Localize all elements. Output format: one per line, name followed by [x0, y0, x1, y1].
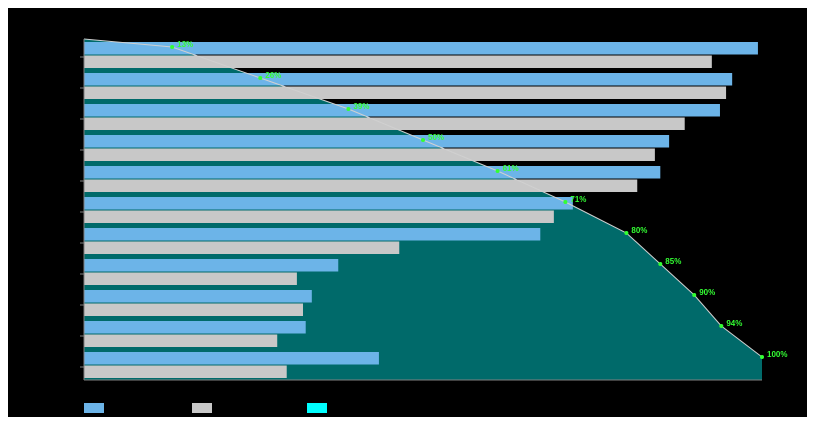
bar [84, 303, 303, 316]
data-label: 13% [177, 40, 193, 49]
line-marker [170, 45, 175, 49]
legend-swatch [307, 403, 327, 413]
data-label: 94% [726, 319, 742, 328]
bar [84, 290, 312, 303]
line-marker [692, 293, 697, 297]
line-marker [719, 324, 724, 328]
line-marker [495, 169, 500, 173]
bar [84, 197, 573, 210]
bar [84, 228, 541, 241]
bar [84, 241, 400, 254]
bar [84, 86, 727, 99]
data-label: 26% [265, 71, 281, 80]
bar [84, 365, 287, 378]
line-marker [760, 355, 764, 359]
bar [84, 135, 670, 148]
line-marker [563, 200, 568, 204]
bar [84, 179, 638, 192]
line-marker [658, 262, 663, 266]
bar [84, 259, 339, 272]
data-label: 100% [767, 350, 787, 359]
data-label: 71% [570, 195, 586, 204]
legend-swatch [84, 403, 104, 413]
bar [84, 55, 712, 68]
data-label: 61% [503, 164, 519, 173]
cumulative-line [83, 38, 763, 358]
bar [84, 321, 306, 334]
data-label: 80% [631, 226, 647, 235]
bar [84, 352, 379, 365]
bar [84, 166, 661, 179]
line-marker [346, 107, 351, 111]
legend-swatch [192, 403, 212, 413]
bar [84, 272, 297, 285]
bar [84, 104, 720, 117]
data-label: 90% [699, 288, 715, 297]
data-label: 50% [428, 133, 444, 142]
bar [84, 42, 758, 55]
bar [84, 210, 554, 223]
data-label: 85% [665, 257, 681, 266]
data-label: 39% [353, 102, 369, 111]
line-marker [258, 76, 263, 80]
line-marker [421, 138, 425, 142]
line-marker [624, 231, 629, 235]
bar [84, 334, 278, 347]
bar [84, 73, 733, 86]
bar [84, 148, 655, 161]
